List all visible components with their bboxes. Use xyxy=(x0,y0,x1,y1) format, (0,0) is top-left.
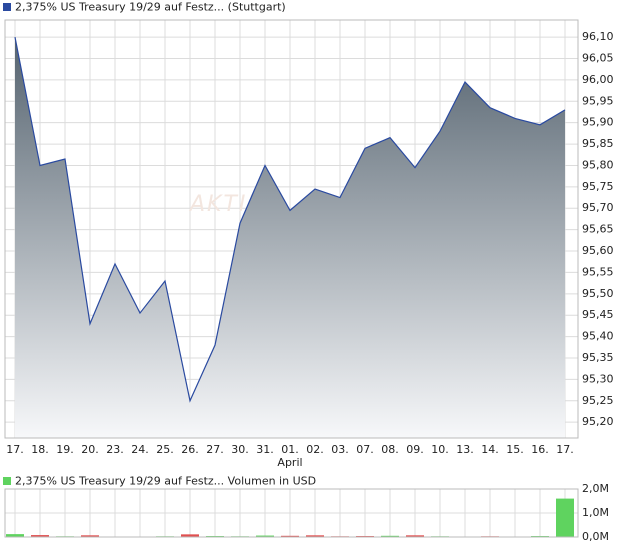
x-tick-label: 23. xyxy=(106,443,124,456)
legend-swatch xyxy=(3,477,11,485)
y-tick-label: 95,35 xyxy=(582,351,614,364)
y-tick-label: 95,30 xyxy=(582,372,614,385)
y-tick-label: 95,95 xyxy=(582,94,614,107)
bar xyxy=(281,535,299,537)
y-tick-label: 95,65 xyxy=(582,223,614,236)
y-tick-label: 95,40 xyxy=(582,330,614,343)
y-tick-label: 96,05 xyxy=(582,52,614,65)
area xyxy=(15,37,565,438)
legend-swatch xyxy=(3,3,11,11)
legend-label: 2,375% US Treasury 19/29 auf Festz... (S… xyxy=(15,1,286,14)
y-tick-label: 96,10 xyxy=(582,30,614,43)
bar xyxy=(406,535,424,537)
x-tick-label: 30. xyxy=(231,443,249,456)
x-tick-label: 24. xyxy=(131,443,149,456)
y-tick-label: 95,80 xyxy=(582,158,614,171)
legend-label: 2,375% US Treasury 19/29 auf Festz... Vo… xyxy=(15,475,316,488)
bar xyxy=(81,535,99,537)
x-tick-label: 18. xyxy=(31,443,49,456)
bar xyxy=(381,535,399,537)
bar xyxy=(31,535,49,537)
bar xyxy=(306,535,324,537)
y-tick-label: 95,45 xyxy=(582,308,614,321)
plot-frame xyxy=(4,488,579,538)
y-tick-label: 2,0M xyxy=(582,482,609,495)
x-tick-label: 31. xyxy=(256,443,274,456)
plot-frame xyxy=(4,19,579,439)
y-tick-label: 1,0M xyxy=(582,506,609,519)
y-tick-label: 95,85 xyxy=(582,137,614,150)
x-tick-label: 08. xyxy=(381,443,399,456)
x-tick-label: 19. xyxy=(56,443,74,456)
y-tick-label: 95,70 xyxy=(582,201,614,214)
y-tick-label: 95,75 xyxy=(582,180,614,193)
x-tick-label: 26. xyxy=(181,443,199,456)
x-tick-label: 17. xyxy=(556,443,574,456)
x-tick-label: 01. xyxy=(281,443,299,456)
x-tick-label: 02. xyxy=(306,443,324,456)
x-tick-label: 27. xyxy=(206,443,224,456)
x-tick-label: 16. xyxy=(531,443,549,456)
x-tick-label: 07. xyxy=(356,443,374,456)
x-tick-label: 10. xyxy=(431,443,449,456)
y-tick-label: 95,20 xyxy=(582,415,614,428)
bar xyxy=(256,535,274,537)
price-chart: 95,20 95,25 95,30 95,35 95,40 95,45 95,50 95,55… xyxy=(4,19,614,469)
bar xyxy=(6,534,24,537)
line xyxy=(14,36,566,403)
y-tick-label: 95,55 xyxy=(582,265,614,278)
x-sub-label: April xyxy=(277,456,302,469)
bar xyxy=(181,534,199,537)
volume-chart: 0,0M 1,0M 2,0M xyxy=(4,482,609,543)
x-tick-label: 25. xyxy=(156,443,174,456)
x-tick-label: 13. xyxy=(456,443,474,456)
x-tick-label: 20. xyxy=(81,443,99,456)
y-tick-label: 95,25 xyxy=(582,394,614,407)
x-tick-label: 15. xyxy=(506,443,524,456)
x-tick-label: 17. xyxy=(6,443,24,456)
y-tick-label: 0,0M xyxy=(582,530,609,543)
x-tick-label: 14. xyxy=(481,443,499,456)
bar xyxy=(556,498,574,537)
x-tick-label: 09. xyxy=(406,443,424,456)
y-tick-label: 96,00 xyxy=(582,73,614,86)
y-tick-label: 95,50 xyxy=(582,287,614,300)
x-tick-label: 03. xyxy=(331,443,349,456)
y-tick-label: 95,60 xyxy=(582,244,614,257)
y-tick-label: 95,90 xyxy=(582,116,614,129)
